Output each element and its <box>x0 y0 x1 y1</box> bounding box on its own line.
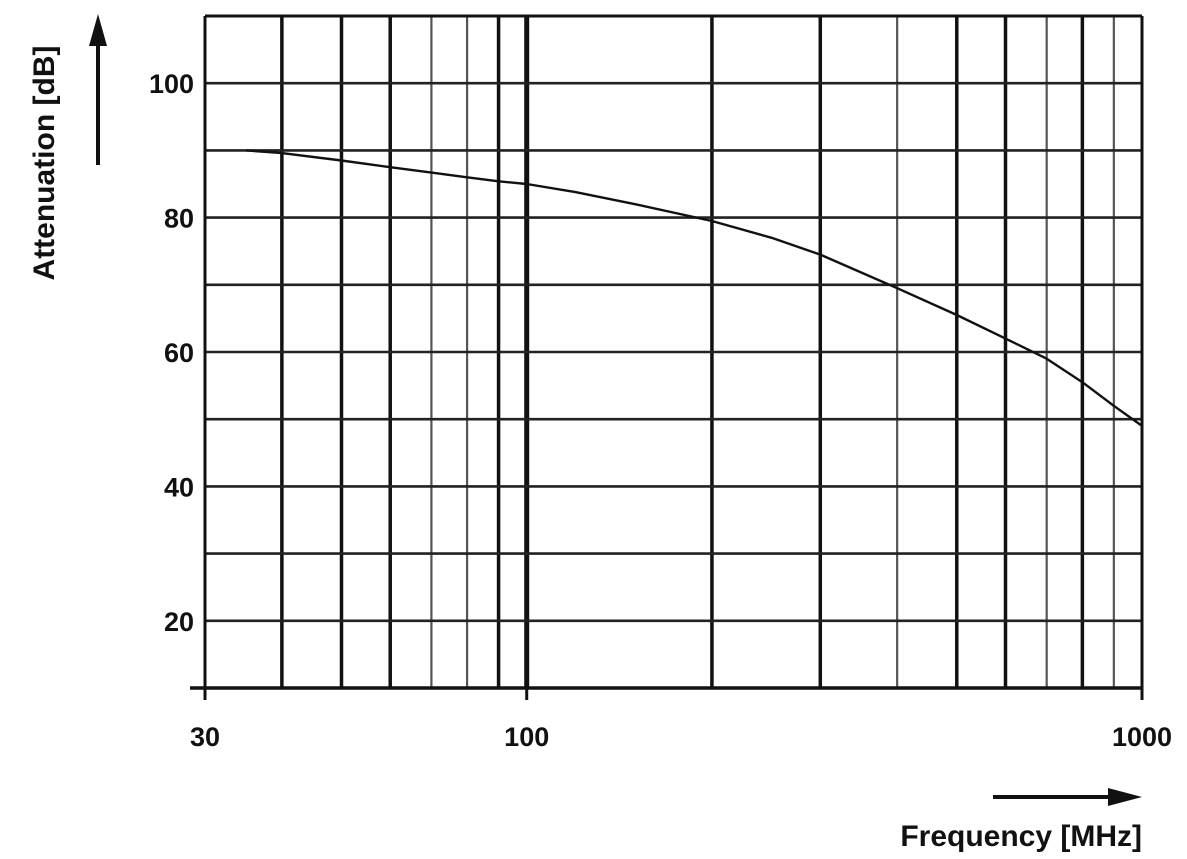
x-tick-label: 1000 <box>1112 722 1172 752</box>
x-axis-arrow-icon <box>993 788 1142 806</box>
y-tick-label: 100 <box>149 69 194 99</box>
x-tick-label: 100 <box>504 722 549 752</box>
y-tick-label: 60 <box>164 338 194 368</box>
y-axis-arrow-icon <box>89 14 107 165</box>
attenuation-series-line <box>246 149 1143 427</box>
y-tick-label: 40 <box>164 472 194 502</box>
y-tick-label: 80 <box>164 204 194 234</box>
x-axis-label: Frequency [MHz] <box>900 820 1142 853</box>
x-tick-label: 30 <box>190 722 220 752</box>
y-axis-label: Attenuation [dB] <box>28 46 61 281</box>
y-tick-label: 20 <box>164 607 194 637</box>
